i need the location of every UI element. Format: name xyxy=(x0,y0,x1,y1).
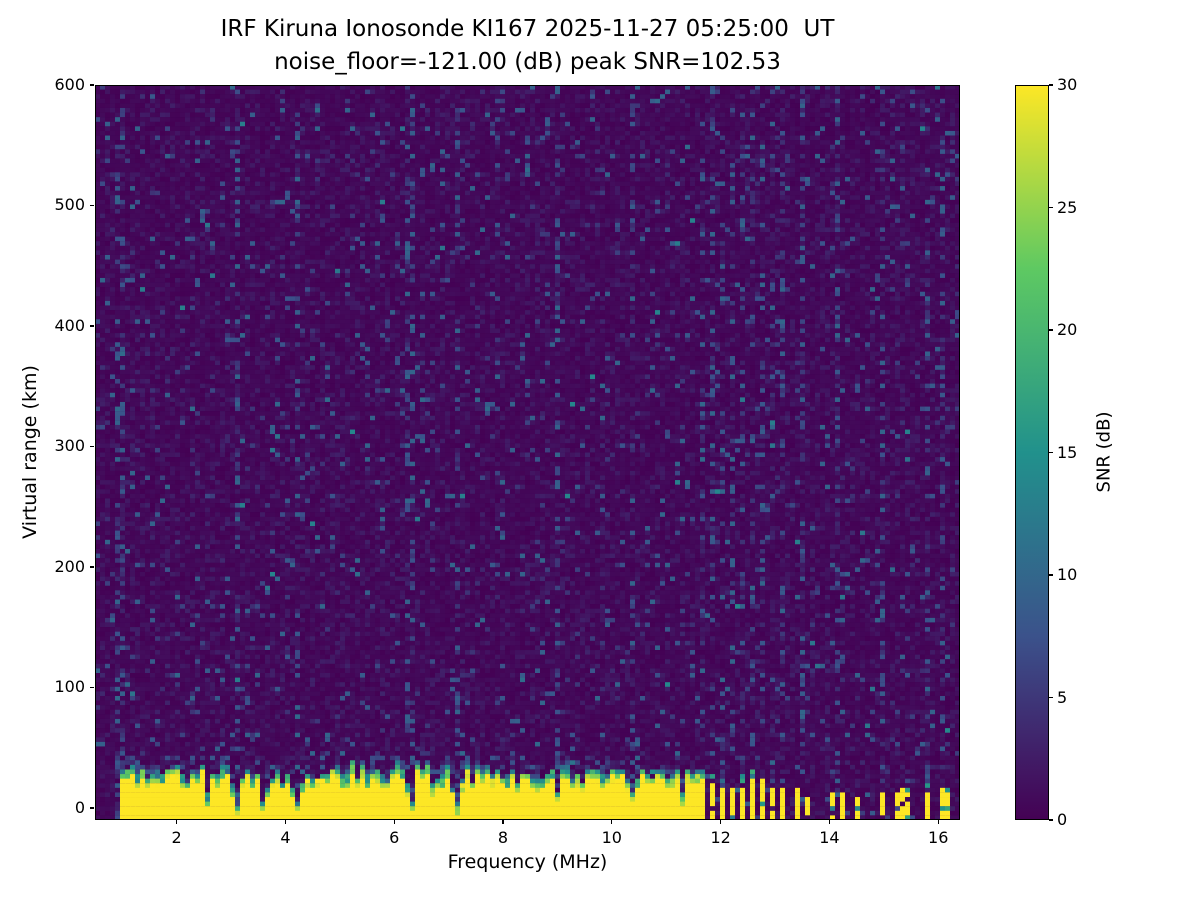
y-tick-label: 200 xyxy=(54,556,85,576)
colorbar-tick-label: 15 xyxy=(1057,442,1078,462)
chart-title: IRF Kiruna Ionosonde KI167 2025-11-27 05… xyxy=(220,16,835,42)
y-tick-mark xyxy=(90,686,94,689)
y-tick-label: 100 xyxy=(54,677,85,697)
y-tick-label: 400 xyxy=(54,315,85,335)
colorbar xyxy=(1015,85,1049,820)
x-tick-label: 14 xyxy=(819,828,840,847)
x-tick-label: 12 xyxy=(710,828,731,847)
colorbar-tick-label: 0 xyxy=(1057,810,1068,829)
x-tick-mark xyxy=(284,820,286,824)
x-tick-label: 2 xyxy=(171,828,182,847)
plot-area xyxy=(95,85,960,820)
y-tick-label: 0 xyxy=(74,797,85,817)
y-tick-mark xyxy=(90,84,94,86)
colorbar-tick-mark xyxy=(1049,819,1053,821)
x-tick-mark xyxy=(611,820,613,824)
x-tick-label: 8 xyxy=(497,828,509,847)
x-tick-mark xyxy=(502,820,504,824)
y-tick-mark xyxy=(90,445,94,448)
colorbar-tick-label: 10 xyxy=(1057,565,1078,584)
x-tick-label: 16 xyxy=(928,828,949,847)
colorbar-tick-mark xyxy=(1049,329,1053,331)
y-tick-mark xyxy=(90,807,94,809)
x-axis-label: Frequency (MHz) xyxy=(447,851,608,873)
ionogram-heatmap-canvas xyxy=(95,85,960,820)
y-tick-mark xyxy=(90,325,94,327)
x-tick-mark xyxy=(393,820,395,824)
colorbar-tick-mark xyxy=(1049,84,1053,86)
chart-subtitle: noise_floor=-121.00 (dB) peak SNR=102.53 xyxy=(274,49,781,75)
x-tick-mark xyxy=(828,820,831,824)
colorbar-tick-mark xyxy=(1049,451,1053,454)
x-tick-mark xyxy=(937,820,939,824)
x-tick-label: 4 xyxy=(280,828,291,847)
y-tick-label: 300 xyxy=(54,436,85,456)
colorbar-tick-label: 25 xyxy=(1057,197,1078,217)
colorbar-tick-label: 30 xyxy=(1057,75,1078,94)
colorbar-tick-mark xyxy=(1049,696,1053,699)
y-tick-label: 500 xyxy=(54,195,85,215)
x-tick-label: 10 xyxy=(601,828,622,847)
x-tick-mark xyxy=(720,820,722,824)
x-tick-label: 6 xyxy=(389,828,400,847)
colorbar-tick-label: 5 xyxy=(1057,687,1068,707)
y-tick-mark xyxy=(90,566,94,568)
x-tick-mark xyxy=(176,820,178,824)
y-tick-mark xyxy=(90,204,94,207)
colorbar-tick-label: 20 xyxy=(1057,320,1078,339)
y-tick-label: 600 xyxy=(54,75,85,94)
colorbar-tick-mark xyxy=(1049,574,1053,576)
colorbar-tick-mark xyxy=(1049,206,1053,209)
